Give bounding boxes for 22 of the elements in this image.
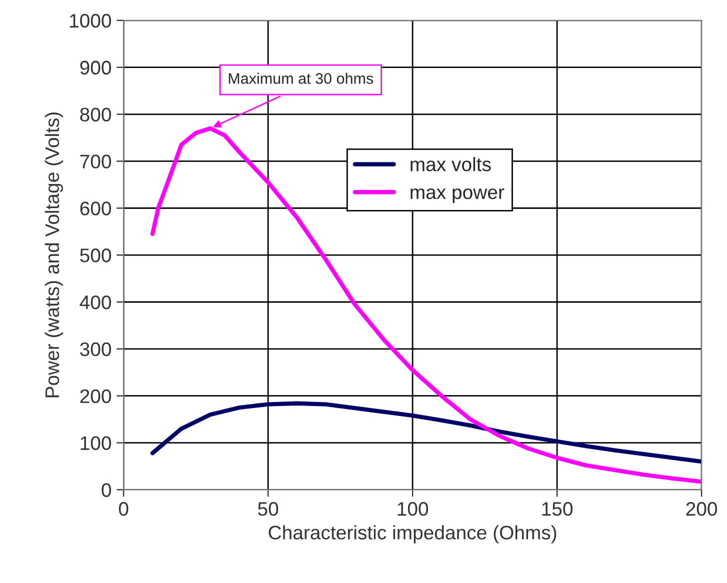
y-tick-label: 700 [80,154,112,168]
x-tick-label: 100 [398,502,428,516]
x-tick-label: 200 [686,502,718,516]
y-tick-label: 400 [80,295,112,310]
y-axis-title: Power (watts) and Voltage (Volts) [44,112,63,398]
y-tick-label: 0 [102,483,112,497]
line-series [150,401,702,464]
y-tick-label: 900 [80,60,112,75]
annotation: Maximum at 30 ohms [228,72,374,84]
y-tick-label: 100 [80,436,112,450]
y-tick-label: 500 [80,248,112,262]
x-tick-label: 0 [118,502,128,516]
y-tick-label: 600 [80,202,112,216]
y-tick-label: 1000 [70,14,112,28]
x-tick-label: 150 [542,502,573,516]
y-tick-label: 800 [80,108,112,122]
legend-label: max power [410,188,504,203]
y-tick-label: 200 [80,389,112,404]
x-tick-label: 50 [258,502,278,516]
legend-label: max volts [410,156,491,172]
y-tick-label: 300 [80,342,112,356]
x-axis-title: Characteristic impedance (Ohms) [268,525,556,544]
